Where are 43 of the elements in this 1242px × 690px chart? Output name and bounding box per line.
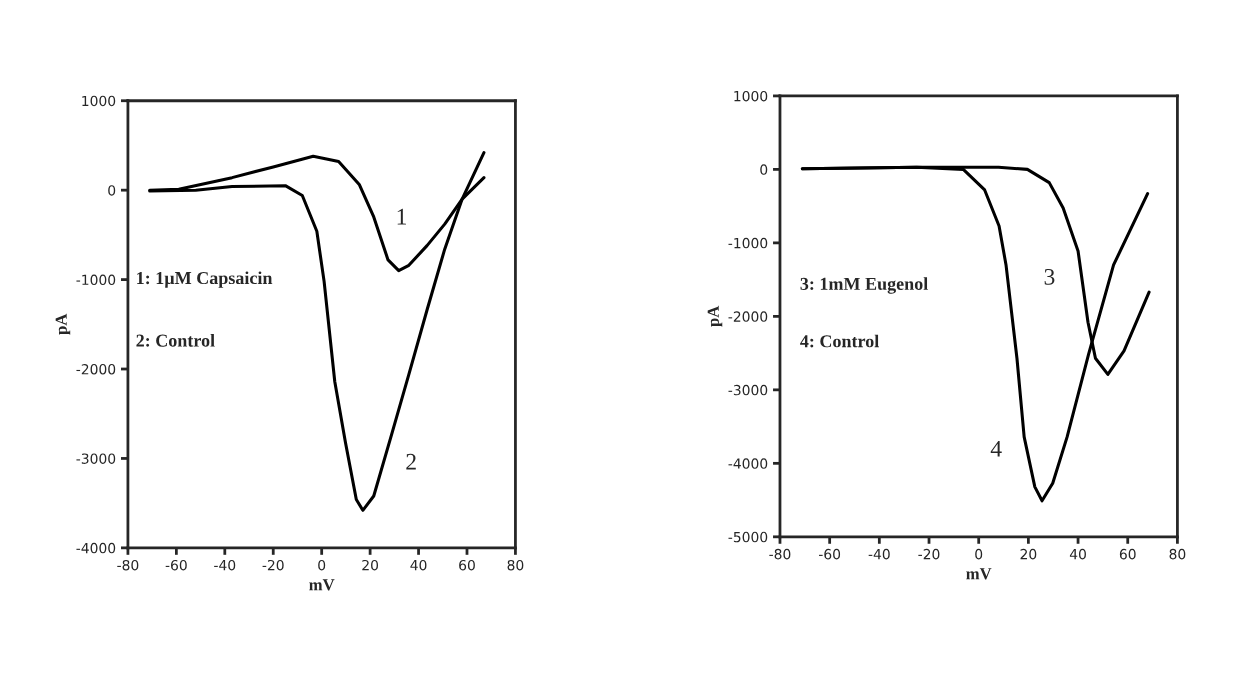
y-tick-label: -4000	[728, 458, 768, 469]
x-tick-label: -20	[918, 548, 940, 560]
x-tick-label: -60	[818, 548, 841, 560]
y-axis-title: pA	[707, 305, 723, 327]
annotation: 3: 1mM Eugenol	[800, 277, 928, 294]
annotation: 4: Control	[800, 334, 879, 348]
x-tick-label: 60	[1119, 548, 1136, 560]
y-axis-title: pA	[55, 313, 71, 335]
annotation: 3	[1044, 268, 1055, 285]
x-tick-label: 20	[1020, 548, 1037, 560]
x-tick-label: 60	[459, 559, 475, 571]
y-tick-label: -1000	[728, 237, 768, 249]
x-tick-label: 0	[318, 559, 326, 571]
y-tick-label: 0	[760, 164, 768, 175]
y-tick-label: -5000	[728, 531, 768, 543]
y-tick-label: 1000	[82, 95, 116, 107]
x-tick-label: 80	[1169, 548, 1186, 560]
annotation: 1	[397, 208, 406, 225]
annotation: 1: 1µM Capsaicin	[137, 271, 273, 288]
annotation: 4	[990, 440, 1002, 457]
y-tick-label: 0	[108, 185, 116, 196]
annotation: 2: Control	[136, 334, 215, 347]
x-tick-label: -40	[868, 548, 890, 560]
x-tick-label: 80	[507, 559, 524, 571]
x-tick-label: 40	[410, 559, 427, 571]
x-tick-label: -40	[214, 559, 236, 571]
y-tick-label: 1000	[734, 90, 768, 102]
x-axis-title: mV	[966, 568, 992, 580]
y-tick-label: -2000	[76, 363, 116, 375]
annotation: 2	[406, 453, 416, 470]
x-tick-label: -80	[769, 548, 791, 560]
y-tick-label: -4000	[76, 542, 116, 554]
y-tick-label: -1000	[76, 274, 116, 286]
y-tick-label: -3000	[76, 453, 116, 464]
x-tick-label: -60	[165, 559, 187, 571]
y-tick-label: -2000	[728, 311, 768, 322]
x-tick-label: 40	[1069, 548, 1086, 560]
y-tick-label: -3000	[728, 384, 768, 396]
x-axis-title: mV	[309, 579, 335, 591]
x-tick-label: 0	[975, 548, 983, 560]
x-tick-label: -20	[262, 559, 284, 571]
x-tick-label: -80	[117, 559, 139, 571]
x-tick-label: 20	[362, 559, 379, 571]
